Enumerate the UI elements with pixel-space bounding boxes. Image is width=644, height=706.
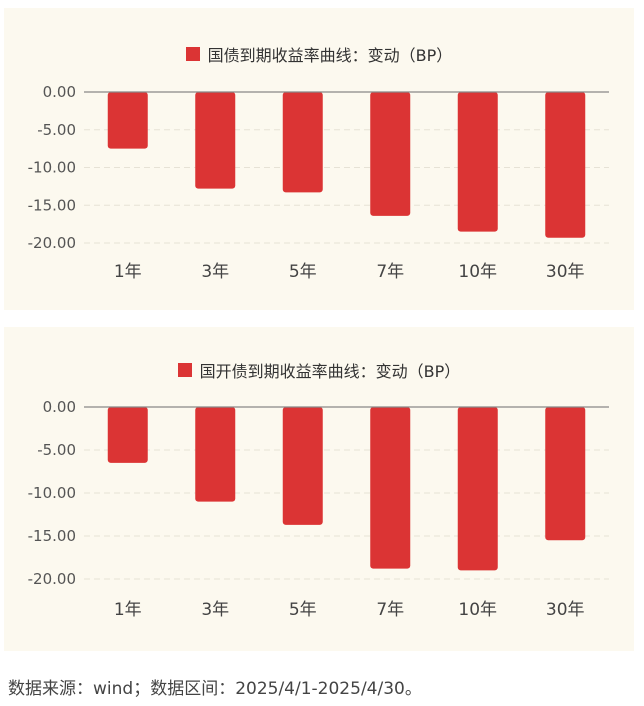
y-tick-label: -20.00 [28,570,76,588]
x-tick-label: 30年 [546,262,585,282]
x-tick-label: 1年 [114,600,142,620]
y-tick-label: 0.00 [43,83,76,101]
bar-chart-cdb: 0.00 -5.00 -10.00 -15.00 -20.00 1年 3年 5年 7年 10年 30… [28,398,609,620]
bar [107,407,148,463]
x-tick-label: 10年 [458,262,497,282]
source-note: 数据来源：wind；数据区间：2025/4/1-2025/4/30。 [8,679,422,699]
x-tick-label: 7年 [376,262,404,282]
bar [195,407,236,502]
legend-label: 国开债到期收益率曲线：变动（BP） [199,362,461,381]
y-tick-label: -15.00 [28,196,76,214]
x-tick-label: 5年 [289,600,317,620]
y-tick-label: 0.00 [43,398,76,416]
bar [195,92,236,189]
bar [457,407,498,571]
bar-chart-treasury: 0.00 -5.00 -10.00 -15.00 -20.00 1年 3年 5年 7年 10年 30… [28,83,609,282]
chart-panel-cdb: 国开债到期收益率曲线：变动（BP） 0.00 -5.00 -10.00 -15.00 -… [4,327,634,651]
x-tick-label: 3年 [201,600,229,620]
bar [282,92,323,193]
x-tick-label: 30年 [546,600,585,620]
bar [370,92,411,216]
legend-label: 国债到期收益率曲线：变动（BP） [207,46,453,65]
x-tick-label: 3年 [201,262,229,282]
y-tick-label: -10.00 [28,159,76,177]
x-tick-label: 5年 [289,262,317,282]
legend: 国债到期收益率曲线：变动（BP） [4,42,634,66]
legend: 国开债到期收益率曲线：变动（BP） [4,358,634,382]
y-tick-label: -10.00 [28,484,76,502]
y-tick-label: -20.00 [28,234,76,252]
y-tick-label: -15.00 [28,527,76,545]
bar [545,407,586,541]
legend-swatch [185,47,200,61]
y-tick-label: -5.00 [37,121,76,139]
bar [545,92,586,238]
bar [457,92,498,232]
chart-panel-treasury: 国债到期收益率曲线：变动（BP） 0.00 -5.00 -10.00 -15.00 -2… [4,8,634,310]
x-tick-label: 10年 [458,600,497,620]
bar [282,407,323,525]
y-tick-label: -5.00 [37,441,76,459]
x-tick-label: 7年 [376,600,404,620]
x-tick-label: 1年 [114,262,142,282]
legend-swatch [177,363,192,377]
bar [370,407,411,569]
bar [107,92,148,149]
